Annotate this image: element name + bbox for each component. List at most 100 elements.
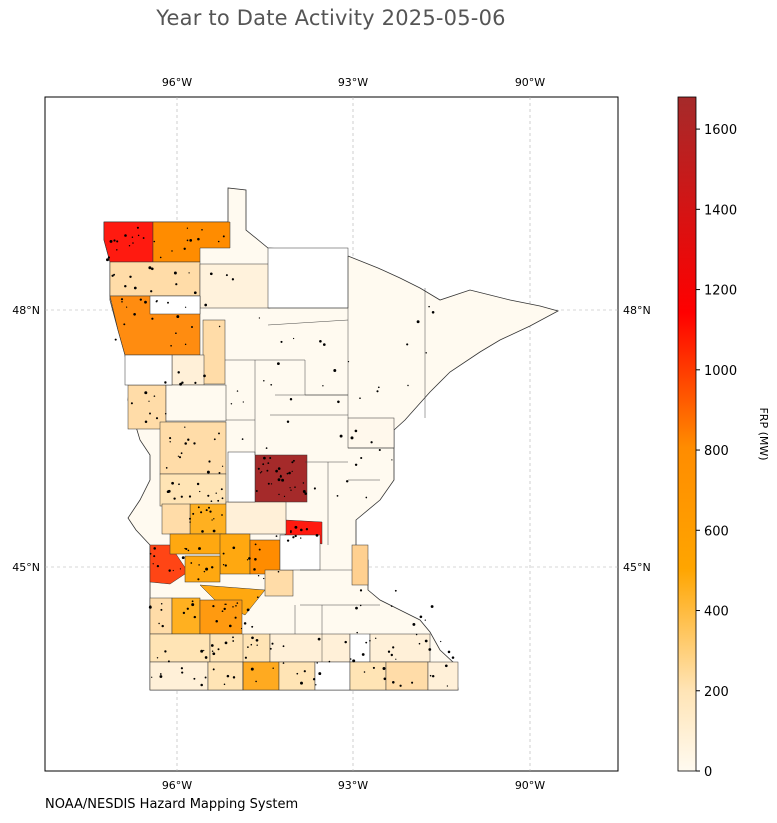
- fire-point: [269, 647, 272, 650]
- fire-point: [349, 658, 352, 660]
- fire-point: [116, 249, 118, 251]
- fire-point: [416, 320, 420, 324]
- fire-point: [200, 511, 203, 514]
- fire-point: [184, 426, 186, 428]
- fire-point: [185, 547, 188, 551]
- fire-point: [277, 478, 281, 482]
- fire-point: [372, 666, 375, 669]
- fire-point: [221, 497, 224, 500]
- fire-point: [200, 683, 203, 687]
- fire-point: [114, 338, 117, 341]
- fire-point: [302, 482, 305, 484]
- fire-point: [187, 438, 190, 441]
- fire-point: [203, 374, 206, 378]
- fire-point: [153, 555, 156, 558]
- fire-point: [187, 549, 190, 552]
- fire-point: [232, 676, 236, 679]
- fire-point: [271, 642, 274, 645]
- fire-point: [296, 672, 299, 675]
- colorbar-tick-label: 1000: [704, 364, 737, 379]
- fire-point: [153, 240, 156, 243]
- fire-point: [292, 536, 295, 539]
- fire-point: [176, 315, 180, 319]
- fire-point: [294, 534, 297, 538]
- lat-tick-left: 48°N: [12, 304, 40, 317]
- fire-point: [391, 459, 393, 461]
- fire-point: [113, 273, 116, 276]
- fire-point: [130, 402, 133, 405]
- fire-point: [267, 462, 270, 464]
- fire-point: [377, 386, 380, 389]
- fire-point: [291, 461, 294, 464]
- fire-point: [345, 480, 349, 483]
- lat-tick-right: 48°N: [623, 304, 651, 317]
- fire-point: [159, 673, 162, 675]
- fire-point: [283, 495, 286, 498]
- colorbar-tick-label: 200: [704, 685, 729, 700]
- fire-point: [322, 343, 326, 346]
- fire-point: [171, 481, 174, 485]
- fire-point: [232, 640, 235, 642]
- colorbar-tick-label: 400: [704, 605, 729, 620]
- fire-point: [188, 495, 192, 498]
- lat-tick-right: 45°N: [623, 561, 651, 574]
- fire-point: [266, 469, 269, 472]
- fire-point: [152, 563, 154, 565]
- fire-point: [347, 360, 350, 363]
- fire-point: [191, 603, 195, 607]
- fire-point: [160, 603, 163, 605]
- fire-point: [360, 456, 363, 460]
- fire-point: [226, 674, 230, 678]
- fire-point: [300, 681, 303, 685]
- colorbar-tick-label: 800: [704, 444, 729, 459]
- fire-point: [217, 499, 220, 502]
- fire-point: [126, 306, 128, 308]
- fire-point: [212, 668, 215, 671]
- fire-point: [183, 247, 186, 250]
- colorbar-tick-label: 1200: [704, 284, 737, 299]
- fire-point: [444, 664, 448, 668]
- fire-point: [302, 490, 306, 493]
- fire-point: [259, 472, 262, 474]
- fire-point: [370, 441, 373, 444]
- fire-point: [124, 284, 127, 288]
- fire-point: [289, 397, 293, 401]
- fire-point: [178, 456, 182, 459]
- fire-point: [288, 471, 291, 475]
- fire-point: [191, 600, 194, 603]
- fire-point: [418, 642, 421, 645]
- fire-point: [180, 452, 183, 455]
- fire-point: [172, 569, 174, 572]
- fire-point: [359, 397, 361, 400]
- fire-point: [204, 656, 208, 659]
- fire-point: [451, 656, 455, 659]
- fire-point: [225, 603, 227, 606]
- fire-point: [269, 456, 272, 460]
- fire-point: [213, 438, 216, 441]
- fire-point: [392, 646, 395, 649]
- fire-point: [365, 496, 368, 499]
- fire-point: [132, 242, 134, 244]
- fire-point: [286, 472, 289, 475]
- fire-point: [277, 467, 281, 470]
- fire-point: [175, 283, 178, 286]
- fire-point: [318, 672, 322, 676]
- fire-point: [113, 239, 116, 242]
- fire-point: [428, 648, 432, 651]
- fire-point: [193, 615, 197, 619]
- fire-point: [173, 497, 176, 500]
- fire-point: [392, 681, 395, 684]
- fire-point: [336, 495, 339, 497]
- fire-point: [361, 653, 365, 656]
- fire-point: [200, 649, 204, 653]
- fire-point: [128, 245, 131, 247]
- fire-point: [180, 667, 183, 670]
- fire-point: [177, 455, 180, 457]
- fire-point: [246, 608, 250, 612]
- fire-point: [319, 340, 322, 343]
- fire-point: [192, 512, 195, 515]
- fire-point: [188, 517, 192, 520]
- fire-point: [356, 631, 358, 634]
- fire-point: [429, 674, 432, 677]
- fire-point: [300, 537, 302, 539]
